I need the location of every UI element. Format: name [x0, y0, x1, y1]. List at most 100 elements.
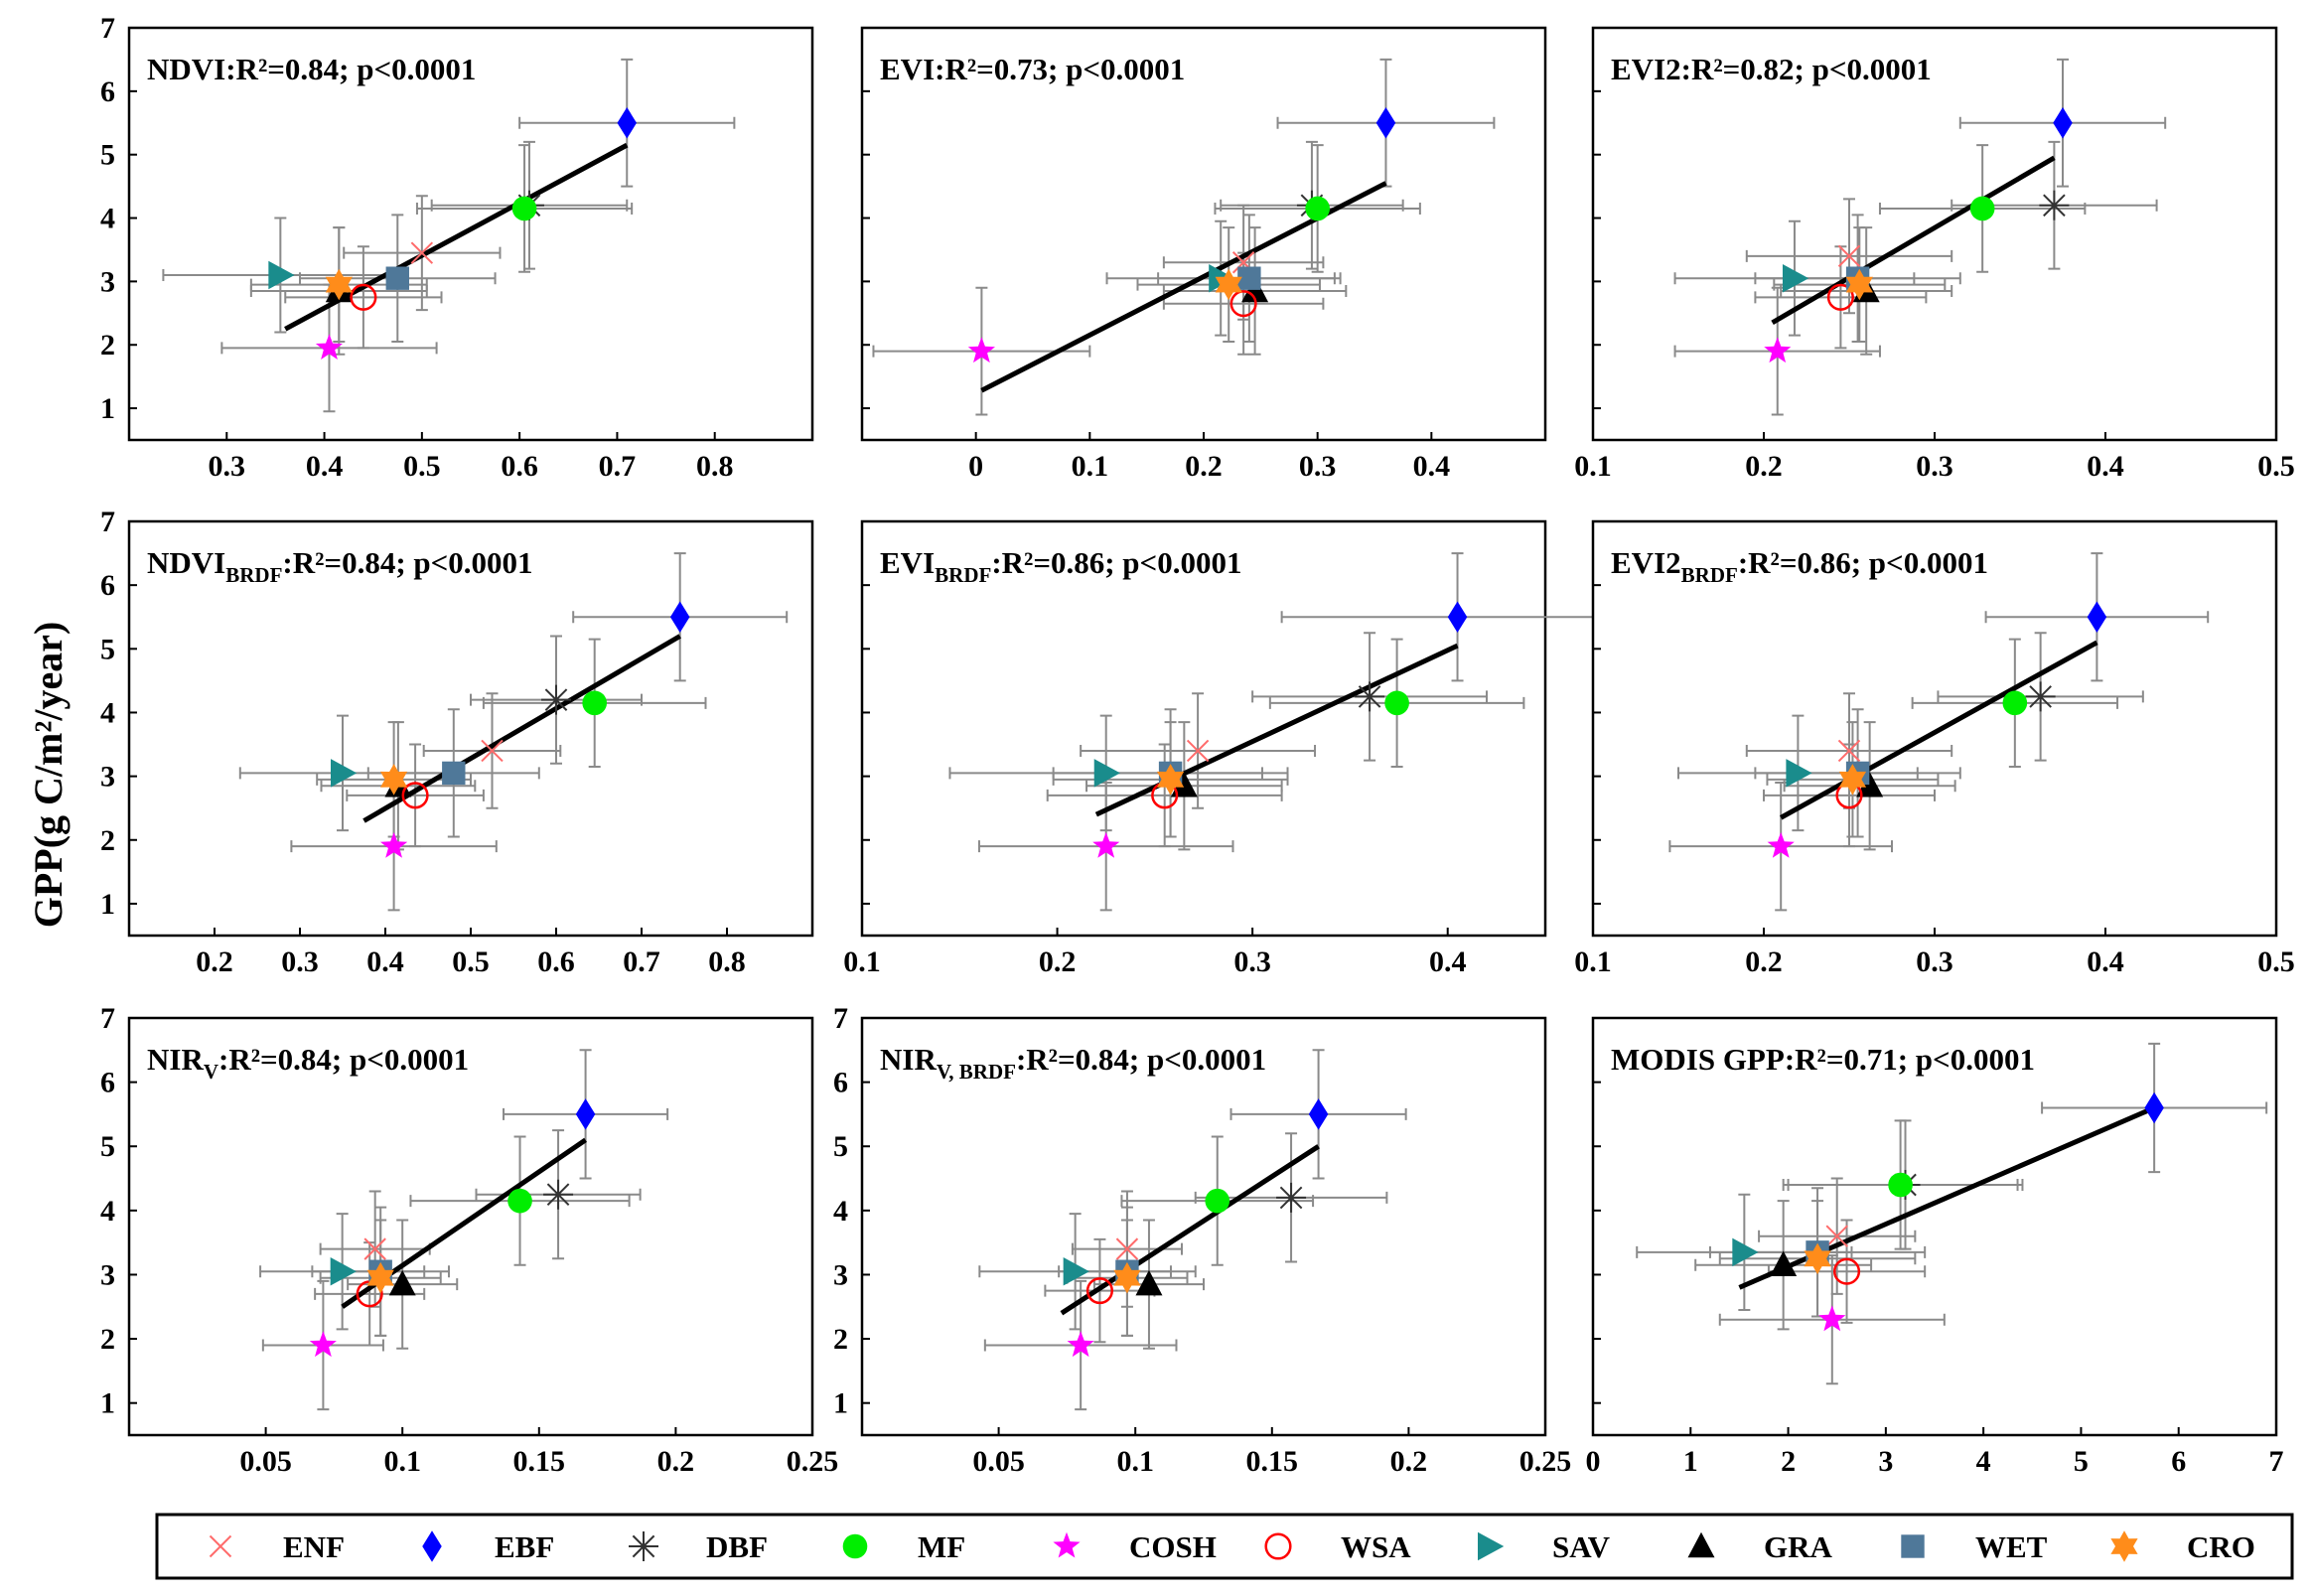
legend-label: SAV — [1552, 1529, 1611, 1564]
x-tick-label: 0.05 — [239, 1445, 292, 1478]
x-tick-label: 0.3 — [1916, 450, 1953, 483]
legend-item-cosh: COSH — [1053, 1529, 1217, 1564]
x-tick-label: 0 — [968, 450, 983, 483]
error-bar-wsa — [1767, 1219, 1927, 1324]
y-tick-label: 6 — [100, 569, 115, 602]
y-tick-label: 5 — [100, 633, 115, 665]
panel-title: NDVI:R²=0.84; p<0.0001 — [147, 52, 476, 86]
point-sav — [1786, 759, 1812, 788]
point-sav — [331, 759, 358, 788]
x-tick-label: 0.4 — [1429, 945, 1467, 978]
x-tick-label: 0.3 — [209, 450, 246, 483]
y-tick-label: 3 — [100, 1258, 115, 1291]
x-tick-label: 0.4 — [2087, 450, 2124, 483]
point-sav — [1732, 1237, 1759, 1267]
panel-stat: :R²=0.73; p<0.0001 — [935, 52, 1185, 86]
panel-stat: :R²=0.84; p<0.0001 — [225, 52, 476, 86]
x-tick-label: 0.1 — [1574, 450, 1612, 483]
point-enf — [1825, 1225, 1848, 1247]
x-tick-label: 0.5 — [2257, 945, 2295, 978]
legend-label: WSA — [1341, 1529, 1411, 1564]
y-tick-label: 2 — [100, 329, 115, 362]
x-tick-label: 0 — [1586, 1445, 1601, 1478]
panel-stat: :R²=0.86; p<0.0001 — [1738, 545, 1988, 580]
panel-title: EVI2:R²=0.82; p<0.0001 — [1611, 52, 1932, 86]
y-tick-label: 2 — [833, 1323, 848, 1356]
x-tick-label: 3 — [1878, 1445, 1893, 1478]
point-mf — [1205, 1188, 1230, 1214]
legend-label: GRA — [1764, 1529, 1833, 1564]
x-tick-label: 0.2 — [1745, 450, 1783, 483]
point-mf — [507, 1188, 532, 1214]
legend-item-ebf: EBF — [422, 1529, 554, 1564]
x-tick-label: 0.6 — [537, 945, 575, 978]
panel-title-subscript: V — [204, 1060, 218, 1084]
panel-stat: :R²=0.84; p<0.0001 — [1016, 1042, 1266, 1077]
point-cro — [1804, 1242, 1831, 1275]
legend-marker-dbf — [629, 1531, 658, 1561]
chart-nirv: 0.05 0.1 0.15 0.2 0.25 1 2 3 4 5 6 7 NIRV:R²=0.84; p… — [100, 1002, 838, 1478]
point-mf — [582, 690, 607, 716]
point-wsa — [1085, 1277, 1113, 1305]
plot-frame — [1591, 519, 2278, 938]
y-tick-label: 7 — [100, 12, 115, 45]
panel-title-main: NDVI — [147, 52, 225, 86]
chart-evi2-brdf: 0.1 0.2 0.3 0.4 0.5 EVI2BRDF:R²=0.86; p<0.000… — [1574, 519, 2295, 978]
point-wsa — [1826, 283, 1854, 311]
plot-frame — [860, 1016, 1547, 1437]
point-dbf — [2025, 681, 2056, 712]
x-tick-label: 0.4 — [2087, 945, 2124, 978]
chart-ndvi-brdf: 0.2 0.3 0.4 0.5 0.6 0.7 0.8 1 2 3 4 5 6 7 NDVIBRDF:R²=… — [100, 506, 814, 978]
point-mf — [2002, 690, 2028, 716]
legend-marker-mf — [842, 1533, 868, 1559]
legend-label: MF — [918, 1529, 965, 1564]
legend-marker-enf — [209, 1534, 232, 1558]
point-cro — [1845, 268, 1873, 301]
point-ebf — [2087, 601, 2107, 633]
x-tick-label: 0.1 — [1116, 1445, 1154, 1478]
x-tick-label: 0.2 — [196, 945, 233, 978]
legend-item-dbf: DBF — [629, 1529, 768, 1564]
regression-line — [362, 634, 681, 823]
point-gra — [1170, 771, 1198, 798]
panel-title: EVIBRDF:R²=0.86; p<0.0001 — [880, 545, 1241, 587]
x-tick-label: 6 — [2171, 1445, 2186, 1478]
y-axis-label: GPP(g C/m²/year) — [26, 622, 71, 929]
plot-frame — [1591, 1016, 2278, 1437]
chart-modis-gpp: 0 1 2 3 4 5 6 7 MODIS GPP:R²=0.71; p<0.0001 — [1586, 1016, 2284, 1478]
panel-title-subscript: BRDF — [935, 563, 991, 587]
x-tick-label: 0.05 — [972, 1445, 1025, 1478]
point-cosh — [1067, 1331, 1094, 1358]
point-cro — [380, 764, 408, 796]
panel-stat: :R²=0.84; p<0.0001 — [218, 1042, 469, 1077]
point-wet — [385, 266, 409, 290]
point-mf — [1384, 690, 1409, 716]
plot-frame — [127, 26, 814, 442]
legend-marker-wet — [1901, 1534, 1925, 1558]
point-enf — [481, 739, 504, 763]
point-gra — [1135, 1269, 1163, 1296]
point-mf — [511, 196, 537, 221]
panel-title-main: EVI — [880, 52, 935, 86]
chart-nirv-brdf: 0.05 0.1 0.15 0.2 0.25 1 2 3 4 5 6 7 NIRV, BRDF:R²=0… — [833, 1002, 1571, 1478]
x-tick-label: 0.3 — [281, 945, 319, 978]
x-tick-label: 0.1 — [1574, 945, 1612, 978]
point-ebf — [617, 107, 638, 139]
y-tick-label: 6 — [833, 1067, 848, 1099]
legend-label: EBF — [495, 1529, 554, 1564]
point-dbf — [2039, 190, 2070, 220]
point-enf — [1837, 739, 1861, 763]
x-tick-label: 0.2 — [657, 1445, 695, 1478]
panel-title-main: NIR — [147, 1042, 204, 1077]
panel-title-main: NIR — [880, 1042, 937, 1077]
point-sav — [1093, 759, 1120, 788]
x-tick-label: 0.15 — [513, 1445, 566, 1478]
point-wsa — [1832, 1257, 1861, 1285]
point-mf — [1305, 196, 1330, 221]
error-bar-wsa — [284, 245, 443, 350]
x-tick-label: 0.3 — [1299, 450, 1337, 483]
point-dbf — [541, 684, 571, 715]
point-cro — [325, 268, 353, 301]
point-ebf — [669, 601, 690, 633]
